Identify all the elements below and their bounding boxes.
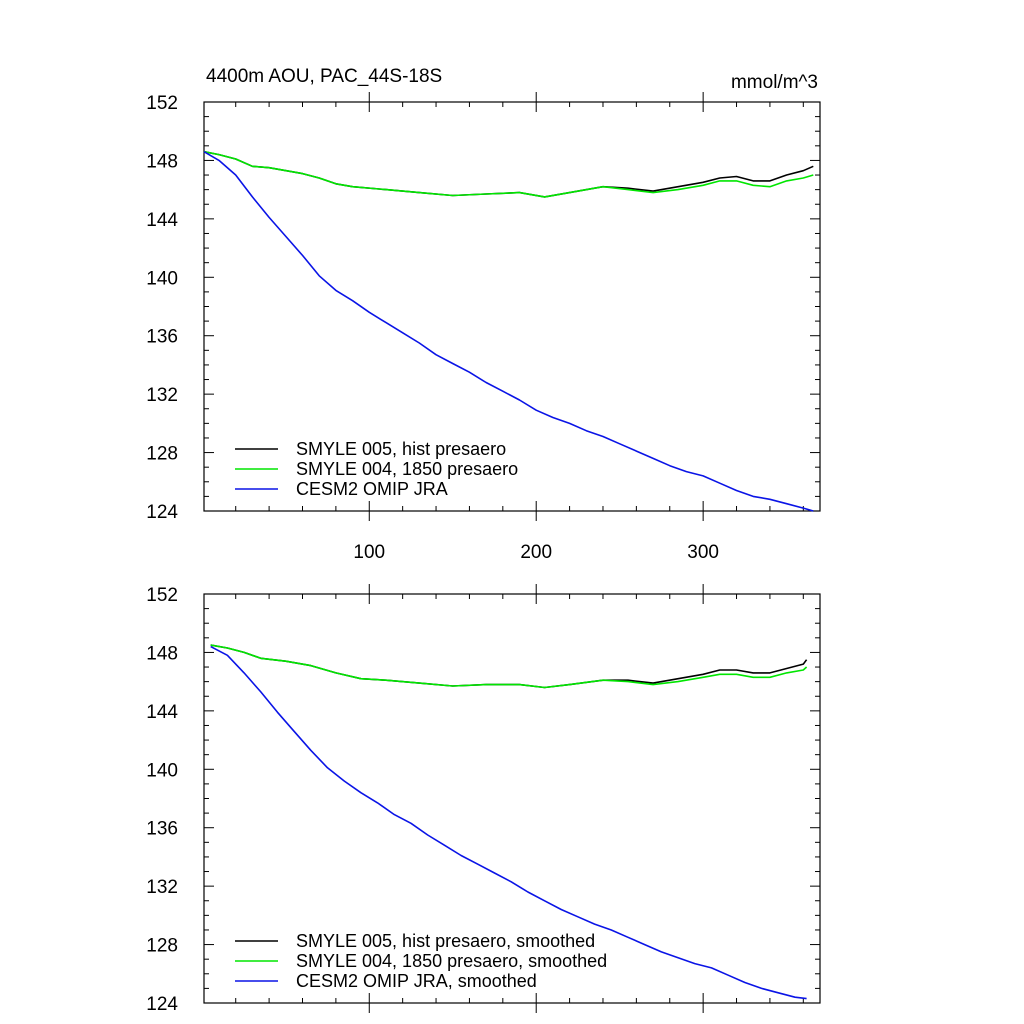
legend-label-3: CESM2 OMIP JRA, smoothed — [296, 971, 537, 991]
series-line-3 — [203, 151, 814, 512]
series-line-2 — [210, 644, 808, 689]
legend-label-2: SMYLE 004, 1850 presaero — [296, 459, 518, 479]
y-tick-label: 140 — [146, 268, 178, 289]
y-tick-label: 152 — [146, 93, 178, 114]
legend-label-1: SMYLE 005, hist presaero, smoothed — [296, 931, 595, 951]
y-tick-label: 124 — [146, 502, 178, 523]
x-tick-label: 200 — [520, 542, 552, 563]
y-tick-label: 128 — [146, 936, 178, 957]
chart-panel-1: 124 128 132 136 140 144 148 152 100 200 300 4400m A… — [146, 66, 821, 563]
chart-title: 4400m AOU, PAC_44S-18S — [206, 66, 442, 87]
y-tick-label: 132 — [146, 877, 178, 898]
y-tick-label: 144 — [146, 210, 178, 231]
y-tick-label: 144 — [146, 702, 178, 723]
y-tick-label: 136 — [146, 819, 178, 840]
y-tick-label: 152 — [146, 585, 178, 606]
units-label: mmol/m^3 — [731, 72, 818, 93]
legend-label-1: SMYLE 005, hist presaero — [296, 439, 506, 459]
series-line-3 — [210, 645, 807, 1000]
series-line-1 — [210, 644, 808, 689]
y-tick-label: 124 — [146, 994, 178, 1015]
y-tick-label: 136 — [146, 327, 178, 348]
x-tick-label: 300 — [687, 542, 719, 563]
y-tick-label: 132 — [146, 385, 178, 406]
series-line-2 — [203, 150, 814, 198]
x-tick-label: 100 — [353, 542, 385, 563]
y-tick-label: 148 — [146, 151, 178, 172]
y-tick-label: 128 — [146, 444, 178, 465]
legend-label-3: CESM2 OMIP JRA — [296, 479, 448, 499]
legend-label-2: SMYLE 004, 1850 presaero, smoothed — [296, 951, 607, 971]
y-tick-label: 140 — [146, 760, 178, 781]
chart-panel-2: 124 128 132 136 140 144 148 152 SMYLE 005, hist … — [146, 584, 821, 1015]
y-tick-label: 148 — [146, 643, 178, 664]
series-line-1 — [203, 150, 814, 198]
